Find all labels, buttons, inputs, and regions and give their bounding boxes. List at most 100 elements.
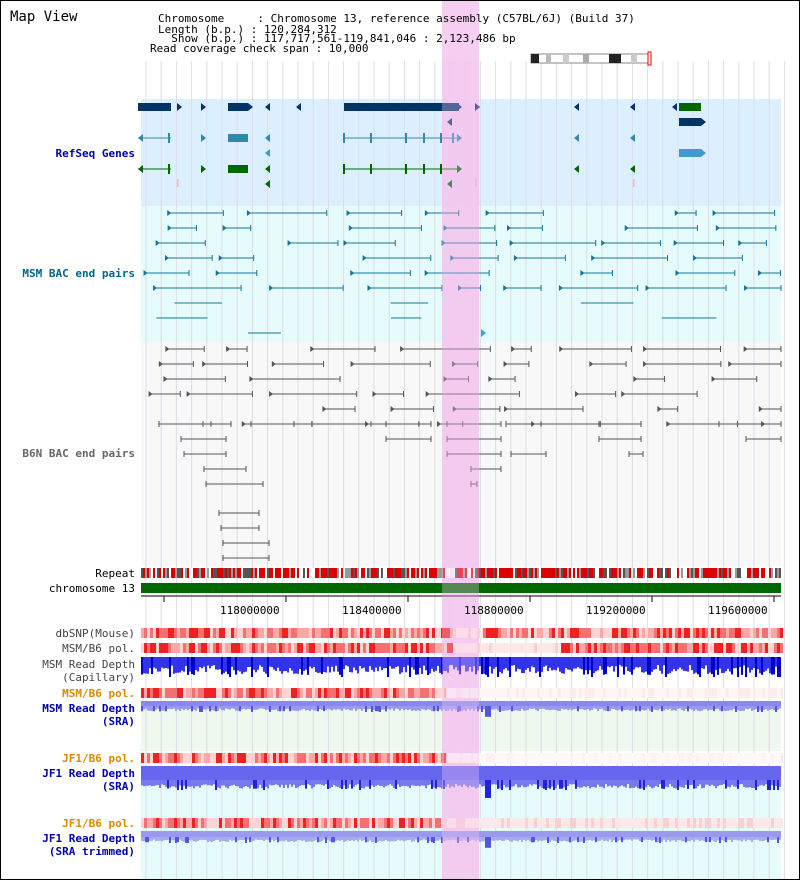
msm-depth-sra (477, 706, 479, 712)
dbsnp-heat-strip (522, 628, 525, 638)
dbsnp-heat-strip (231, 628, 234, 638)
repeat-track (695, 568, 697, 578)
repeat-track (229, 568, 231, 578)
jf1-b6-pol-strip (378, 753, 381, 763)
jf1-b6-pol-strip (291, 818, 294, 828)
msm-depth-capillary (733, 657, 735, 669)
repeat-track (679, 568, 681, 578)
msm-depth-sra (245, 706, 247, 710)
msm-depth-sra (375, 706, 377, 712)
jf1-depth-sra (323, 780, 325, 786)
jf1-b6-pol-strip (666, 818, 669, 828)
jf1-b6-pol-strip (636, 818, 639, 828)
track-label-msm-bac[interactable]: MSM BAC end pairs (22, 267, 135, 280)
msm-depth-capillary (719, 657, 721, 669)
msm-depth-capillary (673, 657, 675, 670)
msm-depth-capillary (155, 657, 157, 669)
repeat-track (517, 568, 519, 578)
jf1-depth-sra (269, 780, 271, 785)
jf1-b6-pol-strip (597, 818, 600, 828)
jf1-depth-sra (179, 780, 181, 786)
msm-b6-pol-strip (552, 643, 555, 653)
msm-depth-capillary (373, 657, 375, 672)
msm-depth-sra (721, 706, 723, 712)
jf1-b6-pol-strip (465, 818, 468, 828)
jf1-depth-trimmed (457, 837, 459, 843)
msm-depth-sra (223, 706, 225, 711)
jf1-depth-sra (345, 780, 347, 789)
jf1-b6-pol-strip (267, 818, 270, 828)
repeat-track (601, 568, 603, 578)
msm-b6-pol-strip (195, 643, 198, 653)
msm-b6-pol-strip (150, 688, 153, 698)
msm-depth-sra (609, 706, 611, 711)
msm-depth-sra (289, 706, 291, 712)
msm-b6-pol-strip (654, 643, 657, 653)
msm-depth-capillary (751, 657, 753, 670)
jf1-b6-pol-strip (414, 753, 417, 763)
jf1-depth-trimmed (503, 837, 505, 841)
jf1-depth-sra (379, 780, 381, 786)
msm-depth-capillary (495, 657, 497, 667)
jf1-depth-sra (489, 780, 491, 798)
msm-depth-capillary (509, 657, 511, 677)
jf1-depth-trimmed (679, 837, 681, 841)
jf1-depth-trimmed (265, 837, 267, 840)
repeat-track (321, 568, 323, 578)
msm-depth-sra (669, 706, 671, 709)
refseq-gene (138, 103, 171, 111)
jf1-b6-pol-strip (198, 753, 201, 763)
dbsnp-heat-strip (480, 628, 483, 638)
dbsnp-heat-strip (306, 628, 309, 638)
msm-b6-pol-strip (183, 688, 186, 698)
jf1-b6-pol-strip (300, 818, 303, 828)
msm-b6-pol-strip (366, 688, 369, 698)
repeat-track (777, 568, 779, 578)
repeat-track (677, 568, 679, 578)
msm-depth-capillary (763, 657, 765, 672)
repeat-track (389, 568, 391, 578)
track-label-refseq[interactable]: RefSeq Genes (55, 147, 135, 160)
dbsnp-heat-strip (381, 628, 384, 638)
jf1-depth-sra (745, 780, 747, 788)
jf1-b6-pol-strip (723, 818, 726, 828)
msm-b6-pol-strip (240, 688, 243, 698)
jf1-b6-pol-strip (423, 818, 426, 828)
msm-b6-pol-strip (738, 643, 741, 653)
repeat-track (217, 568, 219, 578)
dbsnp-heat-strip (258, 628, 261, 638)
dbsnp-heat-strip (225, 628, 228, 638)
repeat-track (407, 568, 409, 578)
msm-depth-sra (153, 706, 155, 712)
msm-b6-pol-strip (252, 688, 255, 698)
jf1-b6-pol-strip (360, 753, 363, 763)
msm-depth-sra (585, 706, 587, 710)
msm-depth-capillary (179, 657, 181, 673)
jf1-b6-pol-strip (147, 818, 150, 828)
repeat-track (749, 568, 751, 578)
msm-depth-sra (261, 706, 263, 709)
msm-bac-pair (458, 285, 463, 291)
jf1-depth-sra (681, 780, 683, 788)
track-label-b6n-bac[interactable]: B6N BAC end pairs (22, 447, 135, 460)
msm-depth-sra (555, 706, 557, 711)
msm-depth-capillary (629, 657, 631, 672)
jf1-depth-sra (575, 780, 577, 789)
jf1-b6-pol-strip (423, 753, 426, 763)
msm-b6-pol-strip (246, 643, 249, 653)
msm-depth-sra (625, 706, 627, 710)
msm-depth-capillary (613, 657, 615, 672)
msm-b6-pol-strip (183, 643, 186, 653)
msm-depth-capillary (223, 657, 225, 674)
msm-b6-pol-strip (153, 643, 156, 653)
jf1-b6-pol-strip (141, 818, 144, 828)
msm-depth-sra (155, 706, 157, 710)
msm-depth-sra (365, 706, 367, 712)
dbsnp-heat-strip (372, 628, 375, 638)
dbsnp-heat-strip (234, 628, 237, 638)
msm-depth-capillary (575, 657, 577, 669)
jf1-depth-trimmed (729, 837, 731, 840)
repeat-track (331, 568, 333, 578)
msm-b6-pol-strip (228, 688, 231, 698)
